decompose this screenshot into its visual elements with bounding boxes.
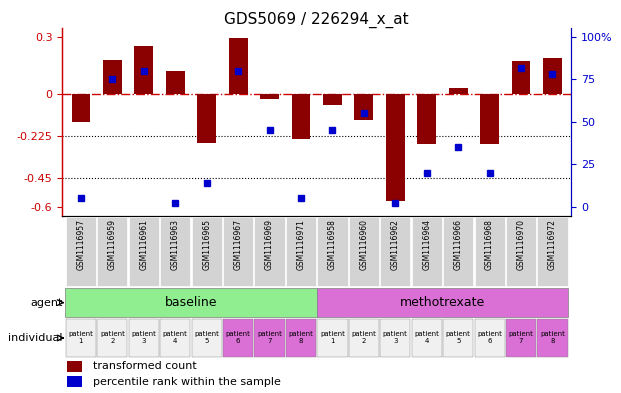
FancyBboxPatch shape (192, 217, 222, 286)
Text: GSM1116961: GSM1116961 (139, 219, 148, 270)
FancyBboxPatch shape (160, 319, 191, 357)
Text: GSM1116968: GSM1116968 (485, 219, 494, 270)
Bar (292, 94, 310, 139)
Text: patient
1: patient 1 (320, 331, 345, 345)
Text: GSM1116962: GSM1116962 (391, 219, 400, 270)
Bar (229, 38, 248, 94)
Text: patient
2: patient 2 (351, 331, 376, 345)
FancyBboxPatch shape (97, 319, 127, 357)
FancyBboxPatch shape (537, 217, 568, 286)
FancyBboxPatch shape (380, 319, 410, 357)
Title: GDS5069 / 226294_x_at: GDS5069 / 226294_x_at (224, 11, 409, 28)
Text: patient
8: patient 8 (540, 331, 565, 345)
FancyBboxPatch shape (506, 217, 536, 286)
FancyBboxPatch shape (286, 217, 316, 286)
FancyBboxPatch shape (317, 217, 348, 286)
FancyBboxPatch shape (474, 217, 505, 286)
Bar (103, 60, 122, 94)
FancyBboxPatch shape (412, 217, 442, 286)
Text: patient
2: patient 2 (100, 331, 125, 345)
Bar (166, 71, 184, 94)
FancyBboxPatch shape (223, 217, 253, 286)
Bar (480, 94, 499, 145)
FancyBboxPatch shape (255, 319, 284, 357)
Text: GSM1116972: GSM1116972 (548, 219, 557, 270)
Text: patient
1: patient 1 (68, 331, 93, 345)
Text: GSM1116964: GSM1116964 (422, 219, 431, 270)
Text: patient
4: patient 4 (163, 331, 188, 345)
Text: GSM1116957: GSM1116957 (76, 219, 86, 270)
Bar (260, 94, 279, 99)
Text: individual: individual (8, 333, 63, 343)
Bar (386, 94, 405, 201)
FancyBboxPatch shape (66, 319, 96, 357)
Bar (417, 94, 436, 145)
FancyBboxPatch shape (223, 319, 253, 357)
FancyBboxPatch shape (65, 288, 317, 317)
Text: patient
6: patient 6 (477, 331, 502, 345)
Text: transformed count: transformed count (93, 362, 196, 371)
FancyBboxPatch shape (443, 319, 473, 357)
Text: GSM1116965: GSM1116965 (202, 219, 211, 270)
FancyBboxPatch shape (317, 288, 568, 317)
Bar (355, 94, 373, 120)
Text: methotrexate: methotrexate (400, 296, 485, 309)
Text: GSM1116960: GSM1116960 (360, 219, 368, 270)
FancyBboxPatch shape (129, 217, 159, 286)
FancyBboxPatch shape (474, 319, 505, 357)
Text: patient
4: patient 4 (414, 331, 439, 345)
Text: GSM1116958: GSM1116958 (328, 219, 337, 270)
Text: patient
5: patient 5 (446, 331, 471, 345)
FancyBboxPatch shape (349, 319, 379, 357)
Text: GSM1116959: GSM1116959 (108, 219, 117, 270)
Text: patient
8: patient 8 (289, 331, 314, 345)
Bar (197, 94, 216, 143)
FancyBboxPatch shape (380, 217, 410, 286)
FancyBboxPatch shape (506, 319, 536, 357)
Text: patient
7: patient 7 (257, 331, 282, 345)
Bar (449, 88, 468, 94)
Text: percentile rank within the sample: percentile rank within the sample (93, 377, 281, 387)
Text: GSM1116969: GSM1116969 (265, 219, 274, 270)
FancyBboxPatch shape (412, 319, 442, 357)
Text: patient
3: patient 3 (383, 331, 408, 345)
Text: patient
7: patient 7 (509, 331, 533, 345)
Text: baseline: baseline (165, 296, 217, 309)
Bar (512, 61, 530, 94)
FancyBboxPatch shape (286, 319, 316, 357)
Text: GSM1116971: GSM1116971 (296, 219, 306, 270)
Bar (67, 376, 83, 387)
Text: agent: agent (30, 298, 63, 308)
FancyBboxPatch shape (160, 217, 191, 286)
FancyBboxPatch shape (537, 319, 568, 357)
FancyBboxPatch shape (349, 217, 379, 286)
FancyBboxPatch shape (192, 319, 222, 357)
FancyBboxPatch shape (129, 319, 159, 357)
Bar (323, 94, 342, 105)
Bar (543, 58, 562, 94)
FancyBboxPatch shape (66, 217, 96, 286)
Text: patient
3: patient 3 (132, 331, 156, 345)
FancyBboxPatch shape (317, 319, 348, 357)
Text: GSM1116970: GSM1116970 (517, 219, 525, 270)
Bar (71, 94, 91, 122)
FancyBboxPatch shape (255, 217, 284, 286)
Text: patient
6: patient 6 (225, 331, 250, 345)
Text: GSM1116966: GSM1116966 (454, 219, 463, 270)
FancyBboxPatch shape (97, 217, 127, 286)
FancyBboxPatch shape (443, 217, 473, 286)
Text: GSM1116967: GSM1116967 (233, 219, 243, 270)
Bar (134, 46, 153, 94)
Text: GSM1116963: GSM1116963 (171, 219, 179, 270)
Text: patient
5: patient 5 (194, 331, 219, 345)
Bar (67, 361, 83, 372)
